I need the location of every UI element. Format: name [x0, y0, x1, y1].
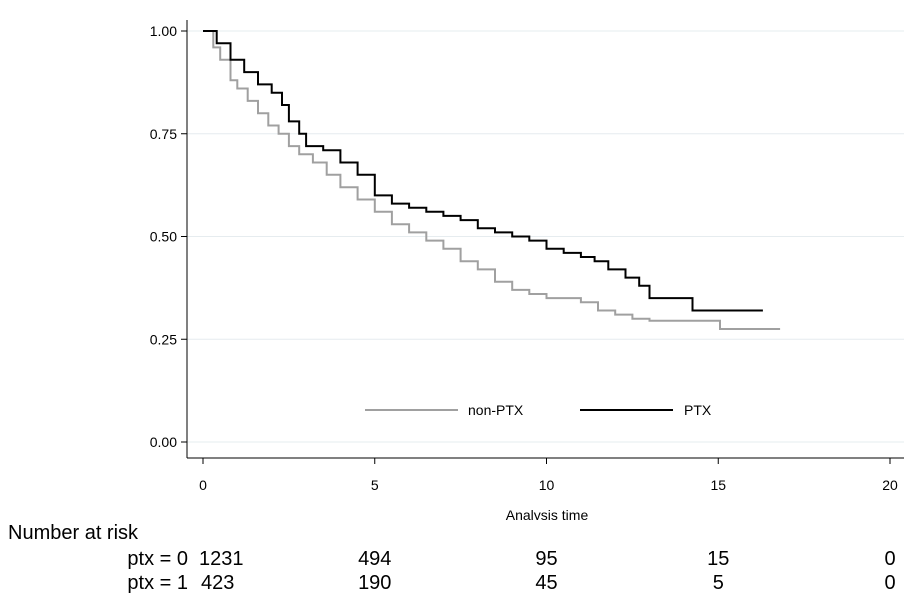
y-tick-label: 0.75	[150, 126, 177, 142]
x-tick-label: 0	[199, 477, 207, 493]
risk-count: 494	[358, 548, 392, 570]
legend-label-ptx: PTX	[684, 402, 712, 418]
risk-row: ptx = 0 1231 494 95 15 0	[0, 549, 904, 571]
risk-count: 190	[358, 572, 392, 594]
legend: non-PTX PTX	[365, 402, 712, 418]
axes: 0.00 0.25 0.50 0.75 1.00 0 5 10 15 20 Analysis tim…	[150, 20, 904, 520]
risk-count: 0	[884, 572, 896, 594]
legend-label-non-ptx: non-PTX	[468, 402, 524, 418]
risk-count: 45	[535, 572, 558, 594]
risk-row-label: ptx = 0	[127, 548, 188, 570]
series-line-ptx	[203, 30, 763, 312]
risk-count: 0	[884, 548, 896, 570]
risk-count: 1231	[198, 548, 244, 570]
risk-count: 15	[707, 548, 730, 570]
risk-count: 423	[200, 572, 235, 594]
y-tick-label: 1.00	[150, 23, 177, 39]
risk-count: 95	[535, 548, 558, 570]
y-tick-label: 0.00	[150, 434, 177, 450]
gridlines	[187, 30, 904, 443]
x-tick-label: 5	[371, 477, 379, 493]
y-tick-label: 0.25	[150, 331, 177, 347]
risk-row: ptx = 1 423 190 45 5 0	[0, 573, 904, 595]
series-line-non-ptx	[203, 30, 781, 330]
survival-curves	[203, 30, 781, 330]
risk-count: 5	[712, 572, 724, 594]
risk-row-label: ptx = 1	[127, 572, 188, 594]
x-axis-title: Analysis time	[506, 507, 589, 520]
risk-table-title: Number at risk	[8, 522, 139, 544]
km-survival-chart: 0.00 0.25 0.50 0.75 1.00 0 5 10 15 20 Analysis tim…	[150, 20, 904, 520]
y-tick-label: 0.50	[150, 229, 177, 245]
x-tick-label: 10	[539, 477, 555, 493]
x-tick-label: 20	[882, 477, 898, 493]
x-tick-label: 15	[710, 477, 726, 493]
